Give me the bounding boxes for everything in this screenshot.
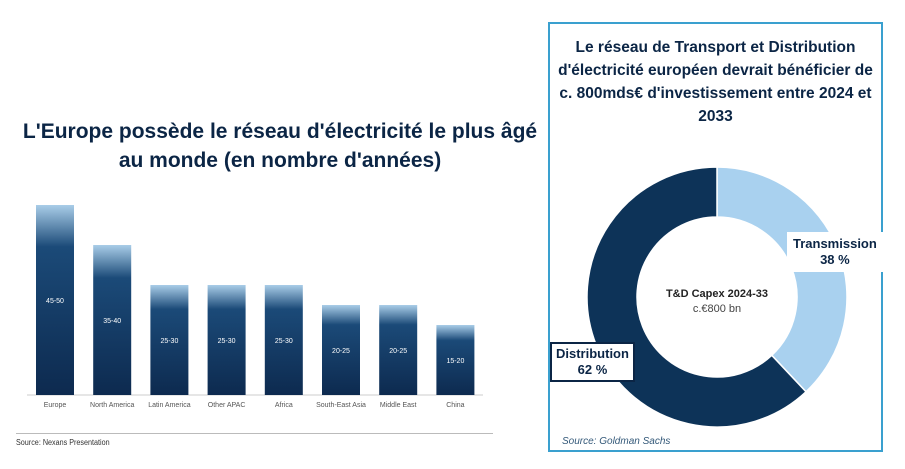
label-distribution: Distribution 62 % (550, 342, 635, 382)
bar (379, 305, 418, 395)
transmission-value: 38 % (820, 252, 850, 267)
bar-label: 25-30 (275, 338, 293, 345)
bar-label: 15-20 (446, 358, 464, 365)
bar-label: 35-40 (103, 318, 121, 325)
bar (36, 205, 74, 395)
category-label: Europe (44, 402, 67, 409)
source-right: Source: Goldman Sachs (562, 436, 671, 447)
category-label: Other APAC (208, 402, 246, 409)
bar (322, 305, 360, 395)
distribution-value: 62 % (577, 362, 608, 377)
bar (436, 325, 475, 395)
source-left: Source: Nexans Presentation (16, 438, 110, 447)
donut-chart: T&D Capex 2024-33 c.€800 bn (586, 166, 848, 428)
donut-chart-title: Le réseau de Transport et Distribution d… (558, 39, 873, 125)
label-transmission: Transmission 38 % (787, 232, 883, 272)
bar-chart-title: L'Europe possède le réseau d'électricité… (22, 120, 538, 172)
bar-chart: 45-50 Europe 35-40 North America 25-30 Latin … (27, 205, 483, 409)
bar-label: 45-50 (46, 298, 64, 305)
bar-label: 25-30 (218, 338, 236, 345)
bar-label: 25-30 (160, 338, 178, 345)
bar (264, 285, 303, 395)
bar-label: 20-25 (332, 348, 350, 355)
bar (207, 285, 246, 395)
divider (16, 433, 493, 434)
bar-label: 20-25 (389, 348, 407, 355)
slice-transmission (716, 166, 848, 393)
slice-distribution (586, 166, 808, 428)
category-label: North America (90, 402, 134, 409)
category-label: Africa (275, 402, 293, 409)
category-label: China (446, 402, 464, 409)
distribution-name: Distribution (556, 346, 629, 361)
transmission-name: Transmission (793, 236, 877, 251)
bar (150, 285, 189, 395)
donut-panel: Le réseau de Transport et Distribution d… (548, 22, 883, 452)
category-label: South-East Asia (316, 402, 366, 409)
category-label: Middle East (380, 402, 417, 409)
bar (93, 245, 132, 395)
center-value: c.€800 bn (693, 303, 741, 315)
center-title: T&D Capex 2024-33 (666, 288, 768, 300)
category-label: Latin America (148, 402, 191, 409)
